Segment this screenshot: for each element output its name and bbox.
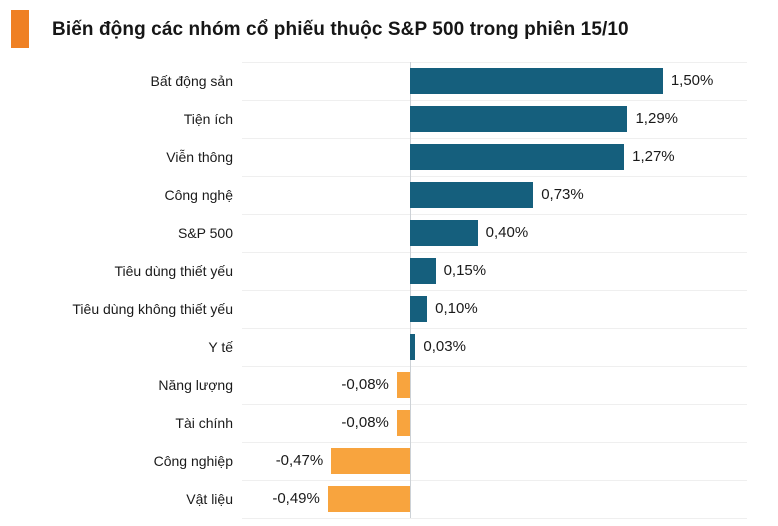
category-label: Tài chính: [175, 415, 233, 431]
bar: [410, 220, 478, 246]
value-label: 1,27%: [632, 148, 675, 165]
value-label: 0,10%: [435, 300, 478, 317]
row-separator-line: [242, 100, 747, 101]
zero-axis-line: [410, 62, 411, 518]
row-separator-line: [242, 62, 747, 63]
bar: [410, 68, 663, 94]
row-separator-line: [242, 214, 747, 215]
bar-chart: Bất động sản 1,50% Tiện ích 1,29% Viễn thông…: [0, 62, 778, 520]
bar: [410, 258, 436, 284]
value-label: -0,08%: [341, 414, 389, 431]
value-label: -0,47%: [275, 452, 324, 469]
bar: [331, 448, 411, 474]
category-label: Công nghệ: [164, 187, 233, 203]
category-label: Viễn thông: [166, 149, 233, 165]
category-label: Bất động sản: [150, 73, 233, 89]
row-separator-line: [242, 518, 747, 519]
accent-bar-icon: [11, 10, 29, 48]
bar: [396, 372, 411, 398]
value-label: 1,29%: [635, 110, 679, 127]
chart-title: Biến động các nhóm cổ phiếu thuộc S&P 50…: [52, 19, 629, 40]
bar: [396, 410, 411, 436]
category-label: Tiêu dùng không thiết yếu: [72, 301, 233, 317]
category-label: Công nghiệp: [153, 453, 233, 469]
row-separator-line: [242, 442, 747, 443]
row-separator-line: [242, 480, 747, 481]
row-separator-line: [242, 404, 747, 405]
bar: [327, 486, 411, 512]
row-separator-line: [242, 252, 747, 253]
category-label: Y tế: [208, 339, 233, 355]
category-label: Vật liệu: [186, 491, 233, 507]
chart-header: Biến động các nhóm cổ phiếu thuộc S&P 50…: [0, 0, 778, 58]
row-separator-line: [242, 176, 747, 177]
value-label: 0,15%: [443, 262, 487, 279]
row-separator-line: [242, 366, 747, 367]
category-label: Tiện ích: [183, 111, 233, 127]
bar: [410, 334, 416, 360]
value-label: 0,73%: [541, 186, 584, 203]
value-label: -0,49%: [272, 490, 320, 507]
row-separator-line: [242, 328, 747, 329]
row-separator-line: [242, 138, 747, 139]
bar: [410, 144, 625, 170]
row-separator-line: [242, 290, 747, 291]
bar: [410, 182, 534, 208]
value-label: 0,03%: [423, 338, 466, 355]
value-label: 0,40%: [485, 224, 529, 241]
value-label: -0,08%: [341, 376, 389, 393]
bar: [410, 106, 628, 132]
category-label: S&P 500: [177, 225, 233, 241]
value-label: 1,50%: [670, 72, 714, 89]
bar: [410, 296, 428, 322]
category-label: Năng lượng: [158, 377, 233, 393]
category-label: Tiêu dùng thiết yếu: [114, 263, 233, 279]
